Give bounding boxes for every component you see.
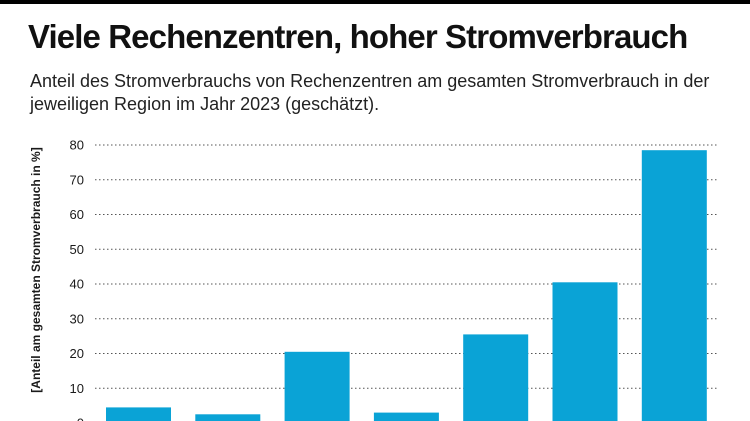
y-tick-label-10: 10	[70, 381, 84, 396]
grid-layer	[95, 144, 718, 389]
chart-title: Viele Rechenzentren, hoher Stromverbrauc…	[28, 18, 688, 55]
y-axis-label: [Anteil am gesamten Stromverbrauch in %]	[29, 147, 43, 392]
y-tick-label-30: 30	[70, 311, 84, 326]
tick-layer: 0 10 20 30 40 50 60 70 80	[70, 138, 84, 421]
bar-2	[195, 414, 261, 421]
bar-6	[552, 282, 618, 421]
y-tick-label-50: 50	[70, 242, 84, 257]
y-tick-label-20: 20	[70, 346, 84, 361]
y-tick-label-40: 40	[70, 277, 84, 292]
chart-subtitle: Anteil des Stromverbrauchs von Rechenzen…	[30, 71, 710, 114]
y-tick-label-70: 70	[70, 172, 84, 187]
bar-5	[463, 334, 529, 421]
bar-layer	[106, 150, 707, 421]
bar-1	[106, 407, 171, 421]
bar-4	[373, 412, 439, 421]
y-tick-label-60: 60	[70, 207, 84, 222]
y-tick-label-80: 80	[70, 138, 84, 153]
top-rule	[0, 0, 750, 4]
bar-3	[284, 351, 350, 421]
bar-7	[641, 150, 707, 421]
y-tick-label-0: 0	[77, 416, 84, 421]
